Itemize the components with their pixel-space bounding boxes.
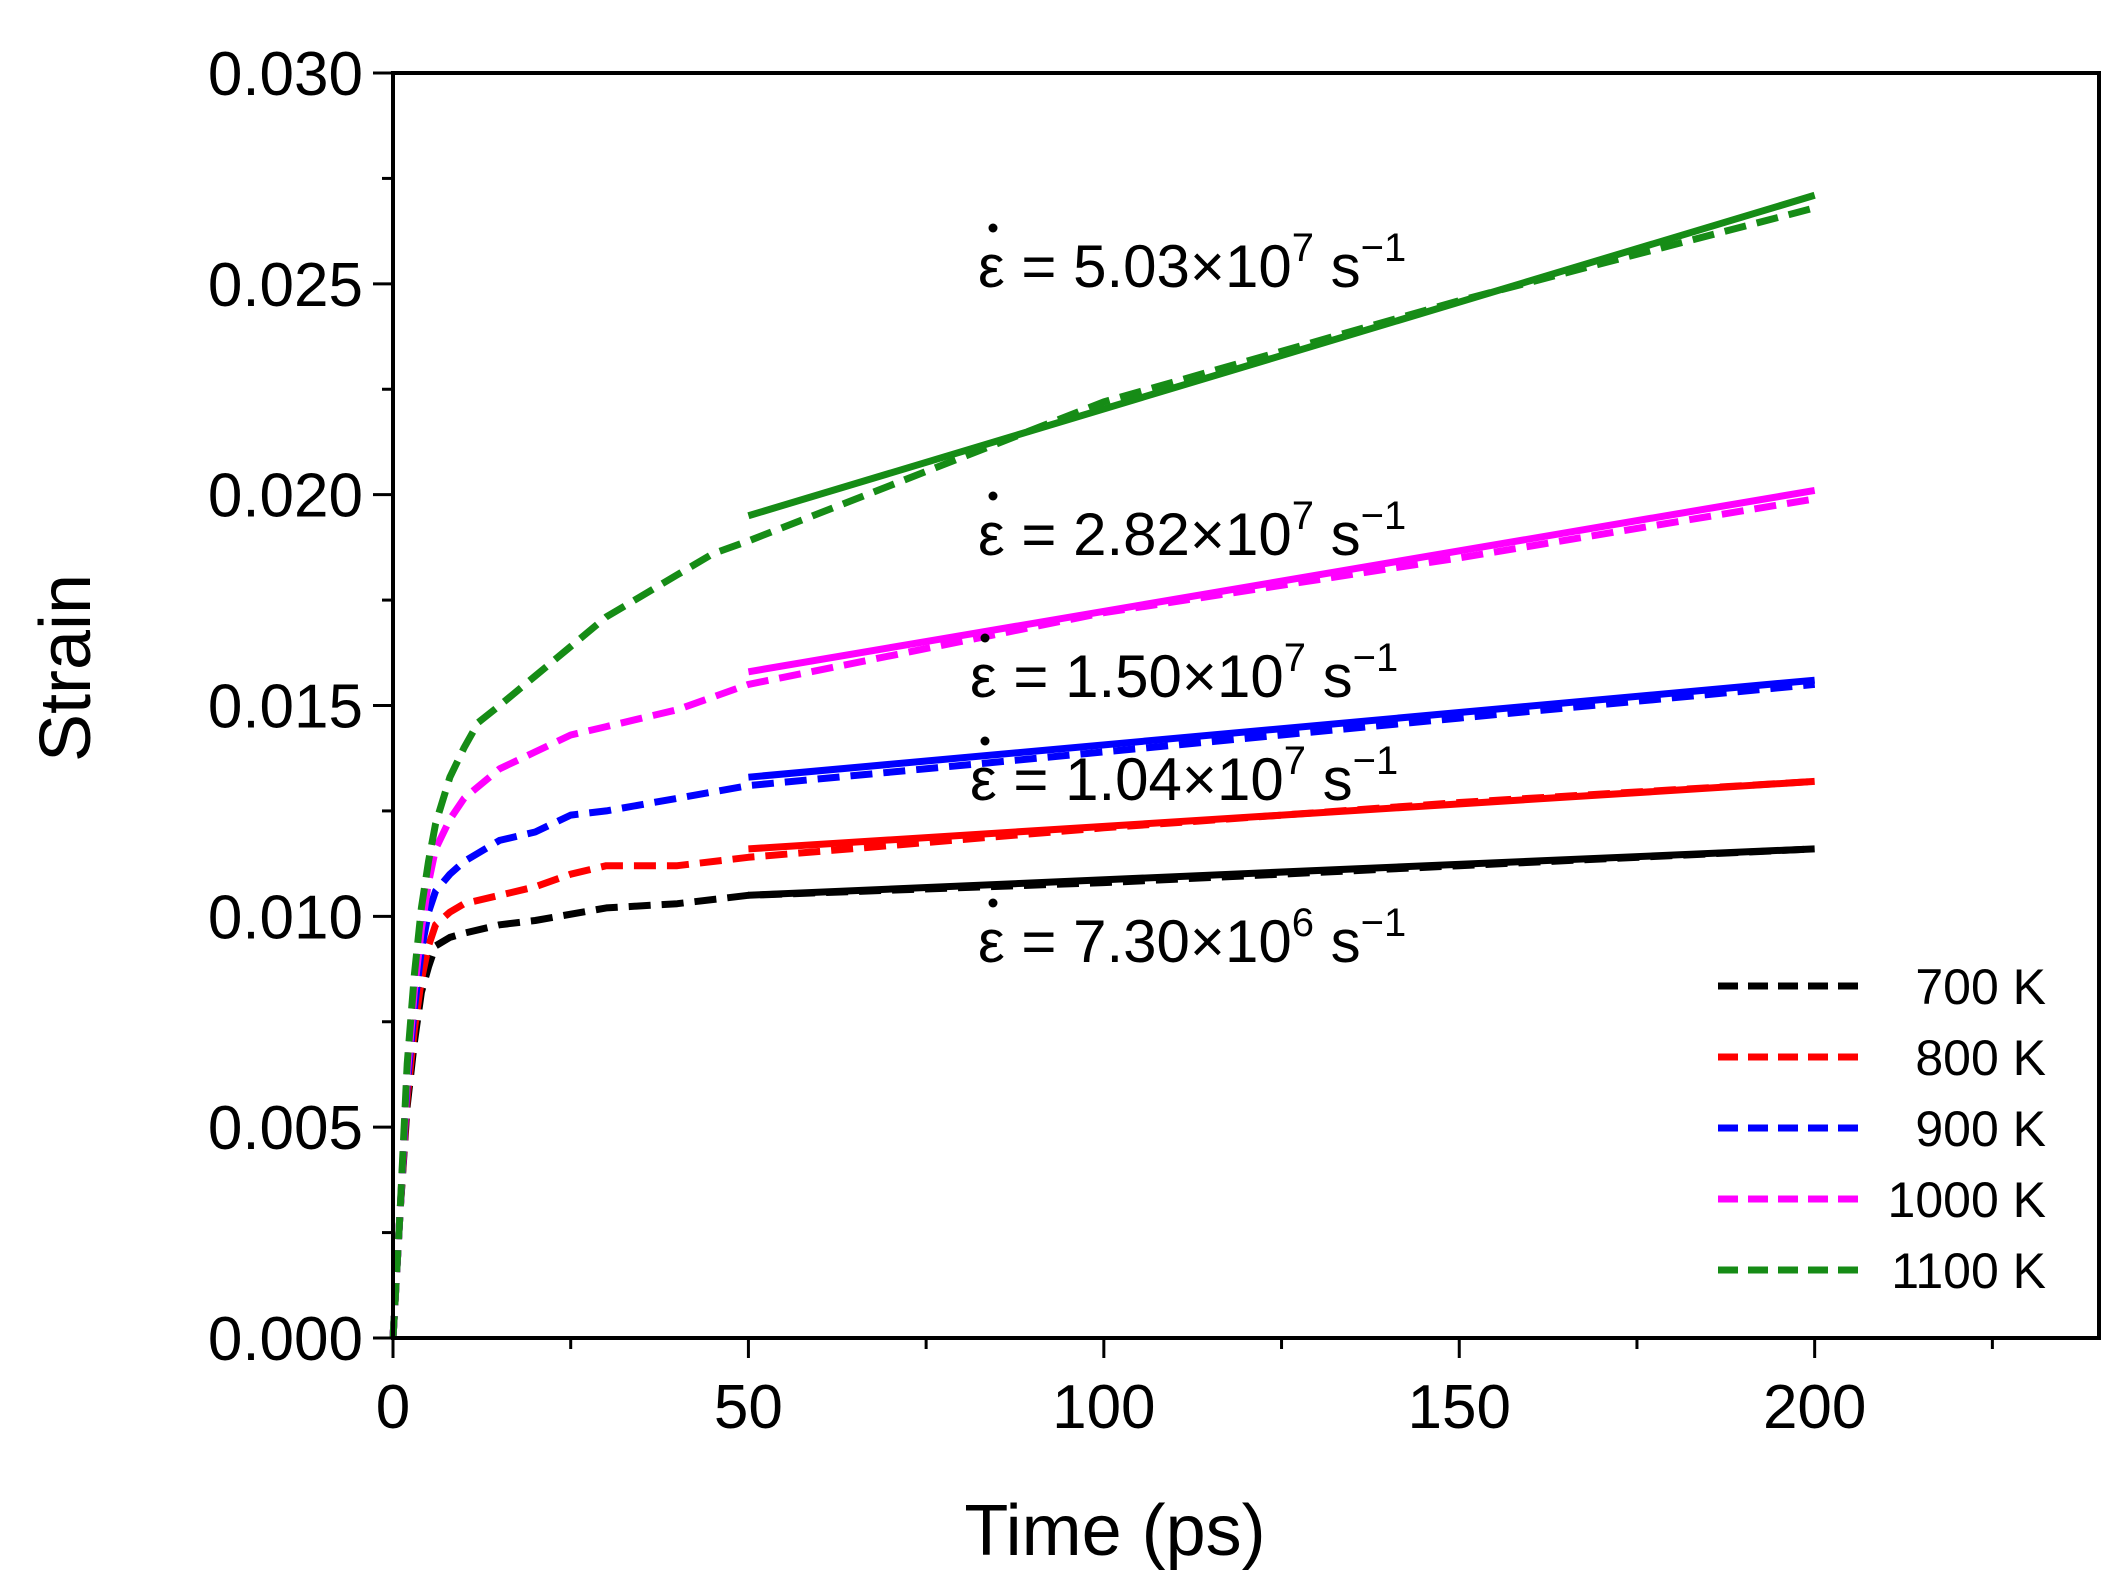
rate-dot [988,223,998,233]
fit-line-900-k [748,676,1815,781]
rate-dot [988,491,998,501]
x-tick-label: 0 [376,1373,410,1442]
rate-annotation: ε = 5.03×107 s−1 [978,223,1406,300]
y-tick-label: 0.005 [208,1094,363,1163]
fit-line-800-k [748,777,1815,853]
rate-equals: = [997,643,1065,710]
rate-annotation: ε = 1.04×107 s−1 [970,736,1398,813]
x-tick-label: 50 [714,1373,783,1442]
legend-label-1100-k: 1100 K [1891,1243,2046,1299]
rate-symbol: ε [978,908,1005,975]
rate-mantissa: 7.30 [1073,908,1190,975]
rate-annotation: ε = 1.50×107 s−1 [970,633,1398,710]
rate-unit-exponent: −1 [1353,739,1399,783]
y-tick-label: 0.030 [208,40,363,109]
rate-symbol: ε [978,233,1005,300]
y-tick-label: 0.020 [208,462,363,531]
rate-dot [988,898,998,908]
rate-symbol: ε [970,643,997,710]
rate-unit: s [1314,908,1361,975]
x-tick-label: 200 [1763,1373,1866,1442]
rate-times: ×10 [1190,908,1292,975]
x-tick-label: 100 [1052,1373,1155,1442]
series-curve-1100-k [389,204,1816,1339]
rate-mantissa: 2.82 [1073,501,1190,568]
rate-annotation: ε = 7.30×106 s−1 [978,898,1406,975]
fit-line-700-k [748,845,1815,899]
rate-unit-exponent: −1 [1353,636,1399,680]
rate-symbol: ε [970,746,997,813]
rate-exponent: 7 [1292,494,1314,538]
y-tick-label: 0.015 [208,673,363,742]
rate-unit: s [1314,501,1361,568]
rate-unit-exponent: −1 [1361,901,1407,945]
legend-label-900-k: 900 K [1915,1101,2046,1157]
rate-annotation-text: ε = 5.03×107 s−1 [978,226,1406,300]
rate-exponent: 7 [1284,636,1306,680]
rate-annotation-text: ε = 2.82×107 s−1 [978,494,1406,568]
rate-unit: s [1314,233,1361,300]
x-tick-label: 150 [1408,1373,1511,1442]
fit-line-1100-k [747,191,1816,520]
y-tick-label: 0.010 [208,883,363,952]
rate-times: ×10 [1182,643,1284,710]
rate-unit: s [1306,746,1353,813]
rate-mantissa: 1.50 [1065,643,1182,710]
rate-mantissa: 5.03 [1073,233,1190,300]
rate-exponent: 7 [1292,226,1314,270]
rate-dot [980,633,990,643]
rate-equals: = [997,746,1065,813]
rate-annotation-text: ε = 1.50×107 s−1 [970,636,1398,710]
rate-times: ×10 [1182,746,1284,813]
rate-unit: s [1306,643,1353,710]
y-axis-title: Strain [26,574,106,762]
y-tick-label: 0.025 [208,251,363,320]
rate-equals: = [1005,501,1073,568]
rate-unit-exponent: −1 [1361,226,1407,270]
rate-times: ×10 [1190,501,1292,568]
rate-unit-exponent: −1 [1361,494,1407,538]
rate-equals: = [1005,233,1073,300]
rate-annotation-text: ε = 7.30×106 s−1 [978,901,1406,975]
fit-line-1000-k [747,486,1816,676]
x-axis-title: Time (ps) [964,1491,1265,1571]
legend-label-1000-k: 1000 K [1888,1172,2046,1228]
legend-label-800-k: 800 K [1915,1030,2046,1086]
rate-equals: = [1005,908,1073,975]
rate-annotation: ε = 2.82×107 s−1 [978,491,1406,568]
rate-exponent: 6 [1292,901,1314,945]
series-curve-800-k [389,777,1815,1339]
rate-exponent: 7 [1284,739,1306,783]
rate-annotation-text: ε = 1.04×107 s−1 [970,739,1398,813]
y-tick-label: 0.000 [208,1305,363,1374]
legend-label-700-k: 700 K [1915,959,2046,1015]
rate-mantissa: 1.04 [1065,746,1182,813]
rate-symbol: ε [978,501,1005,568]
rate-times: ×10 [1190,233,1292,300]
rate-dot [980,736,990,746]
